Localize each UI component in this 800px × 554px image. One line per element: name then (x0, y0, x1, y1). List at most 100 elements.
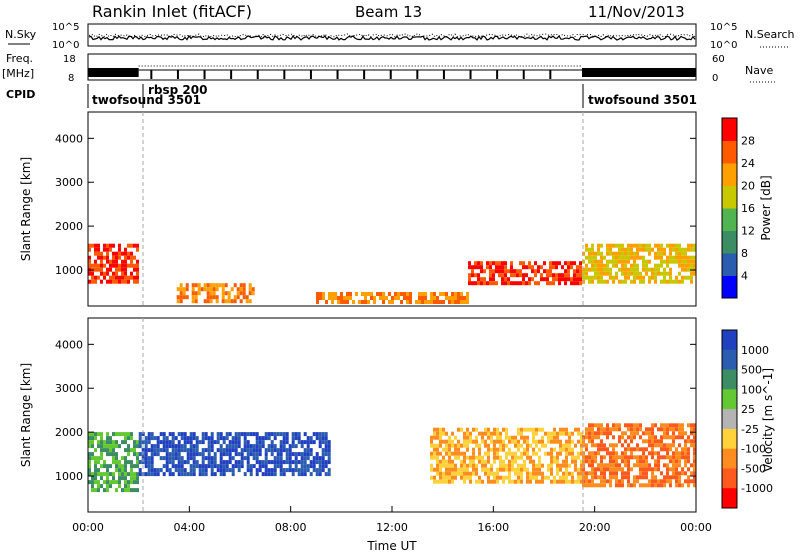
heatmap-cell (675, 447, 678, 452)
heatmap-cell (118, 432, 121, 437)
heatmap-cell (660, 279, 663, 284)
heatmap-cell (279, 440, 283, 445)
heatmap-cell (609, 243, 612, 248)
heatmap-cell (180, 432, 184, 437)
heatmap-cell (532, 427, 535, 432)
heatmap-cell (505, 475, 508, 480)
heatmap-cell (546, 277, 549, 282)
heatmap-cell (279, 432, 283, 437)
heatmap-cell (216, 464, 220, 469)
heatmap-cell (580, 475, 583, 480)
heatmap-cell (478, 431, 481, 436)
heatmap-cell (532, 439, 535, 444)
heatmap-cell (606, 451, 609, 456)
heatmap-cell (612, 279, 615, 284)
heatmap-cell (526, 427, 529, 432)
heatmap-cell (639, 271, 642, 276)
heatmap-cell (693, 431, 696, 436)
heatmap-cell (567, 261, 570, 266)
heatmap-cell (690, 275, 693, 280)
heatmap-cell (322, 296, 325, 300)
heatmap-cell (112, 440, 115, 445)
heatmap-cell (261, 460, 265, 465)
heatmap-cell (484, 431, 487, 436)
heatmap-cell (234, 436, 238, 441)
heatmap-cell (505, 451, 508, 456)
heatmap-cell (567, 269, 570, 274)
heatmap-cell (690, 271, 693, 276)
heatmap-cell (197, 287, 201, 292)
heatmap-cell (454, 296, 457, 300)
heatmap-cell (97, 444, 100, 449)
heatmap-cell (306, 440, 310, 445)
heatmap-cell (565, 471, 568, 476)
heatmap-cell (466, 439, 469, 444)
heatmap-cell (663, 447, 666, 452)
heatmap-cell (294, 456, 298, 461)
heatmap-cell (136, 464, 139, 469)
heatmap-cell (171, 432, 175, 437)
heatmap-cell (303, 456, 307, 461)
heatmap-cell (553, 435, 556, 440)
heatmap-cell (627, 471, 630, 476)
heatmap-cell (591, 263, 594, 268)
heatmap-cell (91, 472, 94, 477)
heatmap-cell (97, 432, 100, 437)
heatmap-cell (451, 443, 454, 448)
heatmap-cell (346, 300, 349, 304)
heatmap-cell (370, 292, 373, 296)
heatmap-cell (472, 471, 475, 476)
heatmap-cell (570, 261, 573, 266)
heatmap-cell (433, 427, 436, 432)
heatmap-cell (654, 263, 657, 268)
heatmap-cell (233, 299, 237, 304)
colorbar-tick-label: 28 (741, 135, 755, 148)
heatmap-cell (666, 263, 669, 268)
heatmap-cell (189, 436, 193, 441)
heatmap-cell (642, 459, 645, 464)
heatmap-cell (340, 300, 343, 304)
heatmap-cell (463, 459, 466, 464)
heatmap-cell (519, 273, 522, 278)
heatmap-cell (207, 436, 211, 441)
heatmap-cell (690, 279, 693, 284)
heatmap-cell (502, 467, 505, 472)
heatmap-cell (493, 439, 496, 444)
heatmap-cell (243, 456, 247, 461)
heatmap-cell (316, 292, 319, 296)
heatmap-cell (663, 443, 666, 448)
heatmap-cell (603, 255, 606, 260)
heatmap-cell (591, 479, 594, 484)
heatmap-cell (514, 439, 517, 444)
heatmap-cell (529, 455, 532, 460)
heatmap-cell (124, 267, 127, 272)
heatmap-cell (448, 459, 451, 464)
heatmap-cell (165, 468, 169, 473)
heatmap-cell (409, 296, 412, 300)
heatmap-cell (445, 471, 448, 476)
heatmap-cell (577, 451, 580, 456)
heatmap-cell (681, 423, 684, 428)
heatmap-cell (192, 432, 196, 437)
heatmap-cell (109, 448, 112, 453)
heatmap-cell (564, 273, 567, 278)
heatmap-cell (255, 468, 259, 473)
heatmap-cell (550, 459, 553, 464)
heatmap-cell (144, 456, 148, 461)
heatmap-cell (547, 431, 550, 436)
heatmap-cell (100, 464, 103, 469)
nsearch-series (88, 33, 696, 38)
heatmap-cell (636, 251, 639, 256)
heatmap-cell (654, 279, 657, 284)
heatmap-cell (621, 251, 624, 256)
heatmap-cell (468, 265, 471, 270)
heatmap-cell (285, 448, 289, 453)
heatmap-cell (594, 443, 597, 448)
heatmap-cell (508, 435, 511, 440)
heatmap-cell (487, 471, 490, 476)
heatmap-cell (91, 243, 94, 248)
heatmap-cell (681, 471, 684, 476)
heatmap-cell (571, 431, 574, 436)
heatmap-cell (612, 459, 615, 464)
heatmap-cell (534, 269, 537, 274)
